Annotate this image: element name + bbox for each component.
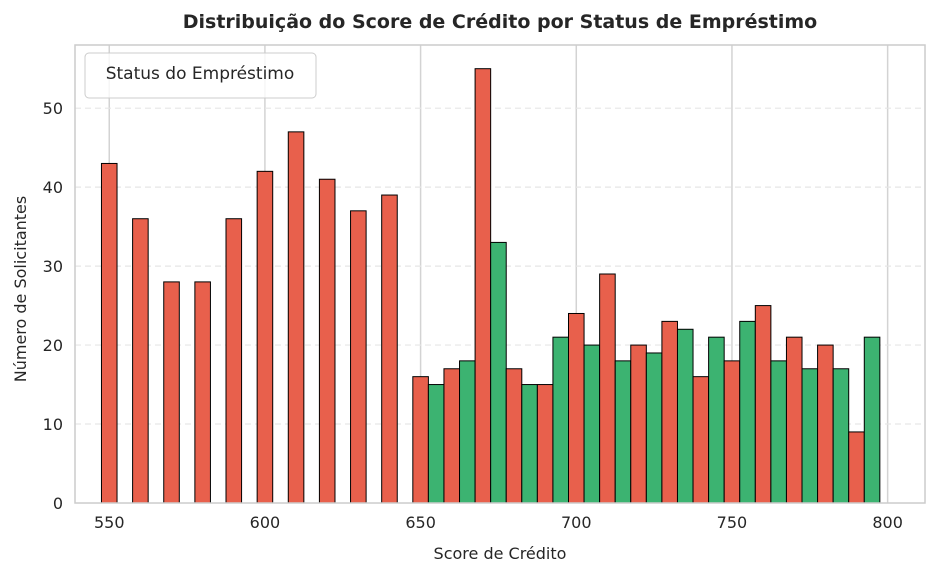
- histogram-bar: [848, 431, 865, 504]
- bars: [100, 68, 881, 504]
- y-tick-label: 0: [53, 494, 63, 513]
- histogram-bar: [599, 273, 616, 504]
- histogram-bar: [443, 368, 461, 504]
- histogram-bar: [412, 376, 429, 504]
- y-tick-labels: 0 10 20 30 40 50: [43, 99, 63, 513]
- y-tick-label: 20: [43, 336, 63, 355]
- histogram-bar: [832, 368, 850, 504]
- histogram-bar: [723, 360, 741, 504]
- x-tick-labels: 550 600 650 700 750 800: [94, 513, 903, 532]
- histogram-bar: [536, 384, 554, 504]
- histogram-bar: [583, 344, 601, 504]
- histogram-bar: [708, 336, 725, 504]
- histogram-bar: [739, 320, 756, 504]
- histogram-bar: [225, 218, 243, 504]
- histogram-bar: [817, 344, 834, 504]
- x-tick-label: 700: [561, 513, 592, 532]
- histogram-bar: [521, 384, 538, 504]
- histogram-bar: [163, 281, 180, 504]
- histogram-bar: [863, 336, 881, 504]
- x-axis-label: Score de Crédito: [434, 544, 567, 563]
- histogram-bar: [505, 368, 523, 504]
- histogram-bar: [490, 241, 507, 504]
- x-tick-label: 550: [94, 513, 125, 532]
- histogram-bar: [350, 210, 367, 504]
- x-tick-label: 800: [872, 513, 903, 532]
- histogram-bar: [567, 312, 585, 504]
- y-tick-label: 10: [43, 415, 63, 434]
- histogram-bar: [785, 336, 803, 504]
- histogram-bar: [645, 352, 663, 504]
- x-tick-label: 650: [405, 513, 436, 532]
- histogram-bar: [459, 360, 476, 504]
- plot-frame: [74, 44, 926, 504]
- histogram-bar: [427, 384, 445, 504]
- legend: Status do Empréstimo: [84, 52, 317, 99]
- x-tick-label: 600: [250, 513, 281, 532]
- histogram-bar: [474, 68, 492, 504]
- histogram-bar: [754, 305, 772, 504]
- histogram-bar: [692, 376, 710, 504]
- histogram-bar: [256, 170, 274, 504]
- histogram-bar: [676, 328, 694, 504]
- x-tick-label: 750: [717, 513, 748, 532]
- histogram-bar: [661, 320, 678, 504]
- histogram-bar: [318, 178, 336, 504]
- legend-title: Status do Empréstimo: [106, 64, 295, 84]
- y-tick-label: 50: [43, 99, 63, 118]
- histogram-bar: [287, 131, 305, 504]
- histogram-bar: [801, 368, 819, 504]
- histogram-bar: [614, 360, 632, 504]
- y-tick-label: 40: [43, 178, 63, 197]
- histogram-bar: [100, 162, 118, 504]
- histogram-bar: [770, 360, 787, 504]
- histogram-bar: [381, 194, 398, 504]
- histogram-bar: [552, 336, 569, 504]
- histogram-bar: [194, 281, 211, 504]
- histogram-bar: [132, 218, 149, 504]
- histogram-bar: [630, 344, 647, 504]
- y-tick-label: 30: [43, 257, 63, 276]
- chart-title: Distribuição do Score de Crédito por Sta…: [183, 11, 818, 33]
- legend-box: [84, 52, 317, 99]
- y-axis-label: Número de Solicitantes: [11, 196, 30, 382]
